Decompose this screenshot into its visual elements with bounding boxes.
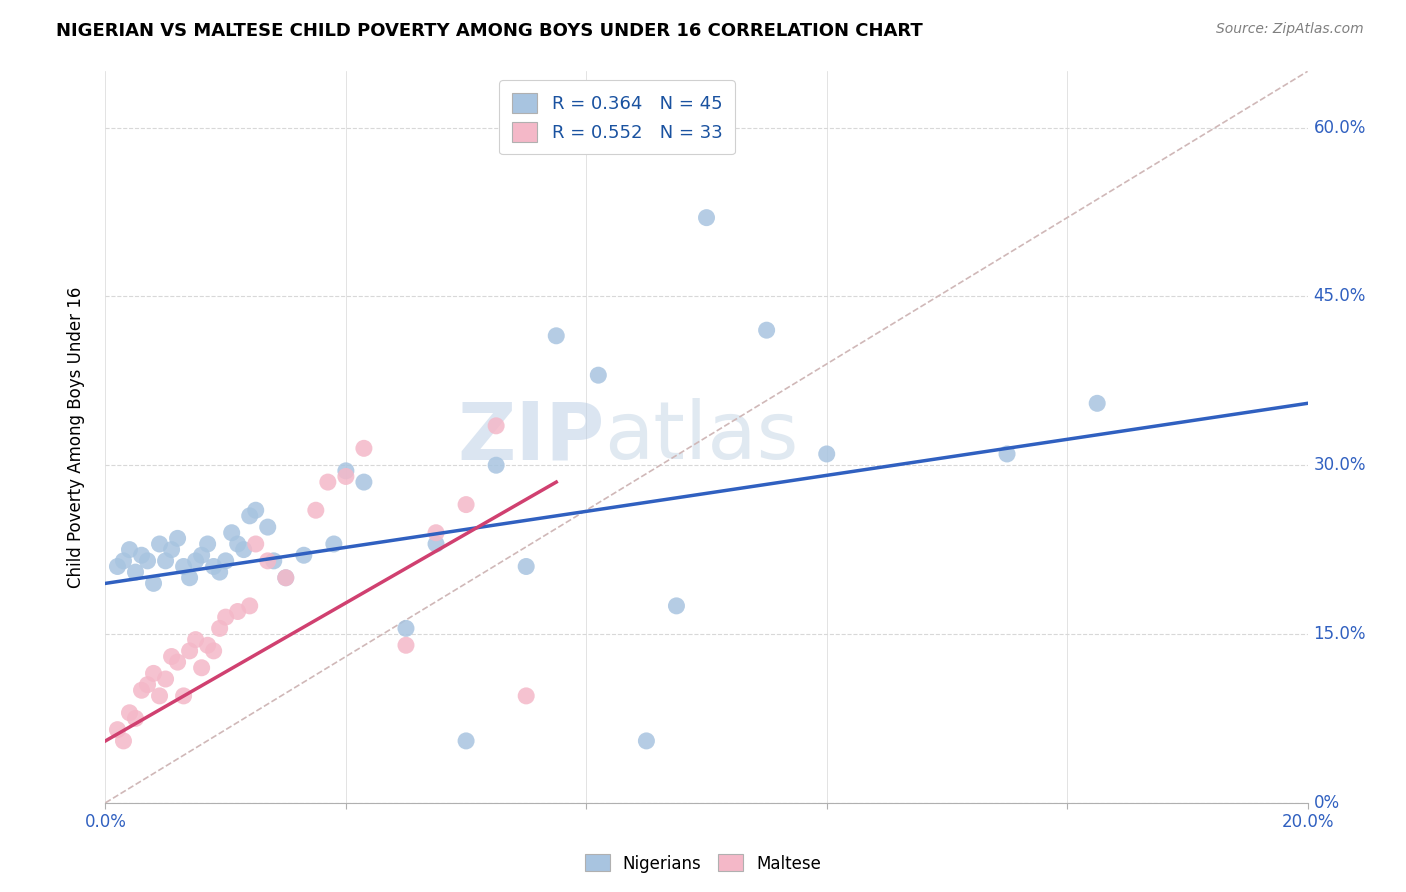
Point bbox=[335, 469, 357, 483]
Point bbox=[179, 571, 201, 585]
Point bbox=[131, 683, 153, 698]
Point bbox=[131, 548, 153, 562]
Point bbox=[107, 559, 129, 574]
Point bbox=[239, 599, 262, 613]
Point bbox=[815, 447, 838, 461]
Point bbox=[485, 458, 508, 473]
Point bbox=[588, 368, 610, 383]
Point bbox=[173, 559, 195, 574]
Point bbox=[755, 323, 778, 337]
Point bbox=[166, 532, 188, 546]
Point bbox=[197, 537, 219, 551]
Point bbox=[179, 644, 201, 658]
Point bbox=[160, 542, 183, 557]
Point bbox=[166, 655, 188, 669]
Point bbox=[485, 418, 508, 433]
Point bbox=[395, 638, 418, 652]
Point bbox=[190, 661, 212, 675]
Point bbox=[425, 537, 447, 551]
Point bbox=[335, 464, 357, 478]
Point bbox=[155, 554, 177, 568]
Point bbox=[136, 554, 159, 568]
Text: 45.0%: 45.0% bbox=[1313, 287, 1367, 305]
Point bbox=[214, 554, 236, 568]
Point bbox=[202, 644, 225, 658]
Point bbox=[221, 525, 243, 540]
Text: 30.0%: 30.0% bbox=[1313, 456, 1367, 475]
Point bbox=[226, 537, 249, 551]
Point bbox=[425, 525, 447, 540]
Point bbox=[263, 554, 285, 568]
Point bbox=[202, 559, 225, 574]
Text: ZIP: ZIP bbox=[457, 398, 605, 476]
Point bbox=[112, 554, 135, 568]
Text: 60.0%: 60.0% bbox=[1313, 119, 1367, 136]
Point bbox=[124, 565, 146, 579]
Legend: R = 0.364   N = 45, R = 0.552   N = 33: R = 0.364 N = 45, R = 0.552 N = 33 bbox=[499, 80, 735, 154]
Point bbox=[1085, 396, 1108, 410]
Legend: Nigerians, Maltese: Nigerians, Maltese bbox=[578, 847, 828, 880]
Point bbox=[292, 548, 315, 562]
Point bbox=[454, 734, 477, 748]
Point bbox=[515, 689, 537, 703]
Point bbox=[208, 565, 231, 579]
Point bbox=[636, 734, 658, 748]
Point bbox=[322, 537, 344, 551]
Point bbox=[395, 621, 418, 635]
Point bbox=[454, 498, 477, 512]
Point bbox=[142, 666, 165, 681]
Text: 0%: 0% bbox=[1313, 794, 1340, 812]
Point bbox=[226, 605, 249, 619]
Point bbox=[160, 649, 183, 664]
Point bbox=[190, 548, 212, 562]
Point bbox=[696, 211, 718, 225]
Point bbox=[136, 678, 159, 692]
Point bbox=[112, 734, 135, 748]
Point bbox=[142, 576, 165, 591]
Point bbox=[665, 599, 688, 613]
Point bbox=[245, 537, 267, 551]
Text: Source: ZipAtlas.com: Source: ZipAtlas.com bbox=[1216, 22, 1364, 37]
Point bbox=[118, 706, 141, 720]
Point bbox=[118, 542, 141, 557]
Text: NIGERIAN VS MALTESE CHILD POVERTY AMONG BOYS UNDER 16 CORRELATION CHART: NIGERIAN VS MALTESE CHILD POVERTY AMONG … bbox=[56, 22, 922, 40]
Point bbox=[239, 508, 262, 523]
Point bbox=[274, 571, 297, 585]
Point bbox=[197, 638, 219, 652]
Point bbox=[353, 475, 375, 489]
Point bbox=[148, 537, 170, 551]
Point bbox=[155, 672, 177, 686]
Point bbox=[184, 554, 207, 568]
Y-axis label: Child Poverty Among Boys Under 16: Child Poverty Among Boys Under 16 bbox=[66, 286, 84, 588]
Point bbox=[245, 503, 267, 517]
Point bbox=[256, 520, 278, 534]
Point bbox=[214, 610, 236, 624]
Point bbox=[256, 554, 278, 568]
Point bbox=[305, 503, 328, 517]
Point bbox=[232, 542, 254, 557]
Point bbox=[546, 328, 568, 343]
Point bbox=[995, 447, 1018, 461]
Point bbox=[274, 571, 297, 585]
Point bbox=[316, 475, 339, 489]
Point bbox=[107, 723, 129, 737]
Point bbox=[353, 442, 375, 456]
Text: atlas: atlas bbox=[605, 398, 799, 476]
Text: 15.0%: 15.0% bbox=[1313, 625, 1367, 643]
Point bbox=[173, 689, 195, 703]
Point bbox=[208, 621, 231, 635]
Point bbox=[184, 632, 207, 647]
Point bbox=[124, 711, 146, 725]
Point bbox=[515, 559, 537, 574]
Point bbox=[148, 689, 170, 703]
